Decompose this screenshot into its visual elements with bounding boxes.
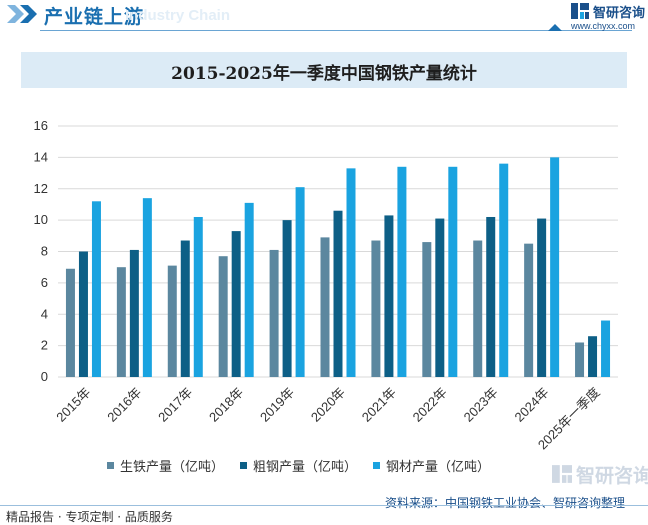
bar-1-4 [282, 220, 292, 377]
bar-0-9 [524, 243, 534, 377]
x-tick-label: 2024年 [512, 385, 552, 425]
bar-2-2 [193, 216, 203, 377]
bar-0-6 [371, 240, 381, 377]
legend-label: 粗钢产量（亿吨） [253, 459, 358, 475]
bar-2-7 [448, 166, 458, 377]
bar-0-4 [269, 249, 279, 377]
header-triangle-marker [548, 24, 562, 31]
bar-2-6 [397, 166, 407, 377]
bar-2-5 [346, 168, 356, 377]
legend-item: 生铁产量（亿吨） [107, 456, 224, 475]
bar-1-2 [180, 240, 190, 377]
bar-1-5 [333, 210, 343, 377]
legend-item: 钢材产量（亿吨） [373, 456, 490, 475]
bar-1-8 [486, 216, 496, 377]
bar-chart: 0 2 4 6 8 10 12 14 16 2015年 2016年 2017年 2018年 2019年 20… [34, 118, 618, 452]
bar-1-9 [537, 218, 547, 377]
bar-0-5 [320, 237, 330, 377]
double-chevron-icon [7, 5, 37, 23]
bar-1-6 [384, 215, 394, 377]
footer-logo-icon [552, 465, 572, 483]
brand-block: 智研咨询 www.chyxx.com [571, 2, 647, 36]
bar-2-3 [244, 202, 254, 377]
y-tick-label: 10 [34, 212, 48, 227]
bar-0-8 [473, 240, 483, 377]
bar-0-2 [167, 265, 177, 377]
footer-logo: 智研咨询 [552, 461, 648, 487]
bar-0-7 [422, 242, 432, 377]
x-tick-label: 2022年 [410, 385, 450, 425]
bar-2-0 [91, 201, 101, 377]
section-title: 产业链上游 [44, 6, 145, 28]
chart-title: 2015-2025年一季度中国钢铁产量统计 [171, 64, 477, 84]
footer-divider [0, 505, 648, 506]
chart-legend: 生铁产量（亿吨） 粗钢产量（亿吨） 钢材产量（亿吨） [107, 456, 506, 475]
bar-0-10 [575, 342, 585, 377]
bar-0-3 [218, 256, 228, 377]
legend-item: 粗钢产量（亿吨） [240, 456, 357, 475]
bar-1-3 [231, 231, 241, 377]
legend-swatch [107, 461, 114, 469]
x-tick-label: 2017年 [155, 385, 195, 425]
x-tick-label: 2016年 [104, 385, 144, 425]
bar-2-9 [550, 157, 560, 377]
brand-name: 智研咨询 [593, 6, 646, 21]
bar-1-10 [588, 336, 598, 377]
y-tick-label: 14 [34, 149, 48, 164]
x-tick-label: 2020年 [308, 385, 348, 425]
header-divider [40, 30, 632, 31]
y-tick-label: 6 [41, 275, 48, 290]
chart-title-band: 2015-2025年一季度中国钢铁产量统计 [21, 52, 627, 88]
y-tick-label: 4 [41, 306, 48, 321]
bar-2-10 [601, 320, 611, 377]
legend-label: 生铁产量（亿吨） [120, 459, 225, 475]
legend-label: 钢材产量（亿吨） [386, 459, 491, 475]
y-tick-label: 16 [34, 118, 48, 133]
bar-0-0 [65, 268, 75, 377]
legend-swatch [240, 461, 248, 469]
bar-2-4 [295, 187, 305, 377]
bar-1-7 [435, 218, 445, 377]
bar-1-0 [78, 251, 88, 377]
y-tick-label: 2 [41, 338, 48, 353]
bar-1-1 [129, 249, 139, 377]
bar-2-1 [142, 198, 152, 377]
footer-tagline: 精品报告 · 专项定制 · 品质服务 [6, 510, 173, 524]
x-tick-label: 2018年 [206, 385, 246, 425]
y-tick-label: 0 [41, 369, 48, 384]
bar-2-8 [499, 163, 509, 377]
bar-0-1 [116, 267, 126, 377]
footer-logo-text: 智研咨询 [576, 465, 648, 487]
source-note: 资料来源：中国钢铁工业协会、智研咨询整理 [385, 496, 626, 510]
x-tick-label: 2015年 [53, 385, 93, 425]
y-tick-label: 8 [41, 244, 48, 259]
y-tick-label: 12 [34, 181, 48, 196]
page-header: 产业链上游 Industry Chain 智研咨询 www.chyxx.com [0, 0, 648, 34]
section-title-watermark: Industry Chain [125, 7, 231, 24]
brand-url: www.chyxx.com [571, 21, 636, 31]
x-tick-label: 2023年 [461, 385, 501, 425]
legend-swatch [373, 461, 381, 469]
x-tick-label: 2021年 [359, 385, 399, 425]
brand-logo-icon [571, 3, 589, 19]
x-tick-label: 2019年 [257, 385, 297, 425]
